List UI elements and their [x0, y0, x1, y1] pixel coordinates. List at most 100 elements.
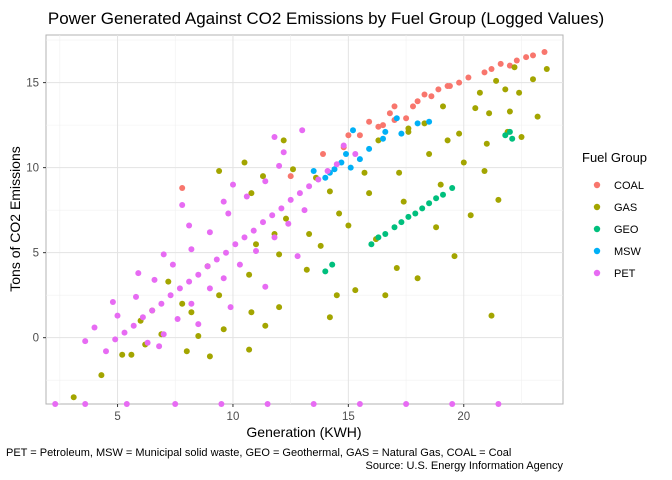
data-point: [326, 188, 333, 195]
data-point: [405, 125, 412, 132]
data-point: [299, 127, 306, 134]
data-point: [541, 49, 548, 55]
data-point: [433, 195, 440, 202]
data-point: [366, 145, 373, 152]
y-tick-label: 10: [26, 163, 39, 175]
data-point: [262, 322, 269, 329]
legend-swatch-msw: [593, 247, 601, 255]
data-point: [426, 151, 433, 157]
data-point: [375, 123, 382, 130]
data-point: [82, 401, 89, 407]
data-point: [449, 185, 456, 191]
data-point: [391, 103, 398, 110]
legend-label-coal: COAL: [614, 180, 644, 192]
data-point: [440, 103, 446, 110]
data-point: [516, 89, 523, 96]
data-point: [534, 113, 541, 120]
data-point: [393, 265, 400, 271]
data-point: [345, 132, 352, 139]
data-point: [236, 261, 243, 268]
data-point: [440, 191, 446, 198]
series-pet: [52, 127, 502, 407]
data-point: [285, 220, 292, 227]
data-point: [246, 346, 253, 353]
data-point: [396, 169, 403, 176]
data-point: [398, 219, 405, 226]
data-point: [426, 118, 433, 125]
data-point: [315, 176, 322, 183]
data-point: [230, 181, 236, 188]
data-point: [296, 190, 303, 197]
data-point: [253, 248, 259, 254]
data-point: [216, 292, 223, 299]
data-point: [130, 322, 137, 329]
data-point: [393, 115, 400, 122]
data-point: [119, 351, 126, 358]
x-tick-label: 15: [342, 411, 355, 423]
data-point: [382, 128, 389, 135]
data-point: [290, 166, 296, 173]
data-point: [421, 120, 428, 127]
data-point: [139, 314, 146, 321]
data-point: [52, 401, 59, 407]
data-point: [227, 304, 234, 311]
data-point: [220, 275, 227, 282]
data-point: [368, 241, 375, 248]
data-point: [223, 249, 229, 256]
plot-panel: [45, 34, 564, 405]
data-point: [158, 300, 165, 307]
data-point: [317, 242, 324, 249]
data-point: [366, 190, 373, 197]
data-point: [276, 251, 283, 258]
data-point: [195, 271, 202, 278]
data-point: [206, 229, 213, 236]
data-point: [165, 278, 172, 285]
legend-swatch-coal: [593, 181, 601, 189]
data-point: [183, 348, 190, 355]
data-point: [301, 207, 308, 214]
data-point: [483, 140, 490, 147]
data-point: [518, 134, 525, 140]
data-point: [151, 276, 158, 283]
data-point: [213, 256, 220, 263]
data-point: [419, 205, 426, 212]
data-point: [82, 338, 89, 345]
data-point: [451, 253, 458, 260]
x-tick-label: 20: [457, 411, 470, 423]
data-point: [467, 212, 474, 219]
data-point: [262, 283, 269, 290]
data-point: [206, 353, 213, 360]
data-point: [414, 275, 421, 282]
data-point: [112, 336, 119, 343]
data-point: [343, 151, 349, 157]
data-point: [333, 292, 340, 299]
data-point: [169, 261, 176, 268]
data-point: [324, 168, 331, 174]
data-point: [356, 156, 363, 163]
data-point: [380, 122, 386, 129]
data-point: [287, 196, 294, 203]
data-point: [331, 166, 338, 173]
data-point: [262, 178, 269, 185]
data-point: [248, 190, 255, 197]
x-axis-title: Generation (KWH): [246, 424, 361, 440]
data-point: [264, 401, 271, 407]
data-point: [444, 83, 451, 89]
data-point: [218, 401, 225, 407]
data-point: [225, 210, 232, 217]
data-point: [511, 64, 518, 71]
data-point: [405, 213, 412, 220]
data-point: [506, 128, 513, 135]
data-point: [278, 205, 285, 212]
data-point: [156, 343, 163, 350]
data-point: [250, 227, 257, 234]
data-point: [444, 137, 451, 144]
data-point: [361, 169, 368, 176]
data-point: [375, 137, 382, 144]
data-point: [465, 74, 472, 81]
data-point: [160, 331, 167, 338]
data-point: [276, 304, 283, 311]
data-point: [303, 266, 310, 273]
data-point: [220, 326, 227, 333]
data-point: [128, 351, 135, 358]
